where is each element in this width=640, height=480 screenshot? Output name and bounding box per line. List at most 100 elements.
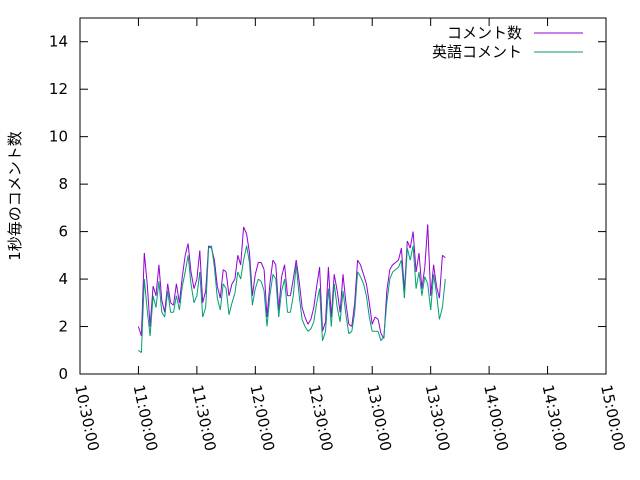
series-segment — [295, 260, 300, 282]
series-segment — [138, 349, 142, 353]
series-segment — [190, 271, 195, 289]
y-tick-label: 14 — [49, 33, 68, 51]
series-segment — [371, 316, 376, 325]
series-segment — [146, 309, 151, 337]
series-segment — [436, 293, 440, 320]
x-tick-label: 14:00:00 — [480, 383, 512, 453]
series-segment — [325, 267, 329, 322]
series-segment — [225, 288, 230, 315]
series-segment — [421, 267, 426, 289]
series-segment — [339, 274, 344, 313]
series-segment — [278, 290, 283, 318]
series-segment — [427, 283, 432, 310]
series-segment — [377, 319, 382, 334]
series-segment — [213, 267, 218, 299]
series-segment — [266, 283, 271, 318]
series-segment — [427, 224, 432, 296]
series-segment — [208, 245, 212, 249]
series-segment — [158, 281, 163, 313]
series-segment — [330, 283, 335, 327]
series-segment — [175, 283, 180, 303]
series-segment — [351, 312, 356, 332]
series-segment — [424, 224, 429, 268]
x-tick-label: 10:30:00 — [71, 383, 103, 453]
series-segment — [354, 271, 359, 313]
series-segment — [234, 271, 239, 294]
series-segment — [222, 283, 227, 289]
series-segment — [234, 255, 239, 280]
series-segment — [301, 307, 306, 318]
series-segment — [231, 293, 236, 303]
series-segment — [418, 271, 423, 296]
series-segment — [409, 245, 414, 261]
series-segment — [193, 295, 198, 303]
series-segment — [173, 283, 177, 306]
series-segment — [178, 276, 183, 303]
series-segment — [219, 269, 224, 299]
series-segment — [316, 267, 321, 287]
series-segment — [260, 281, 265, 292]
x-tick-label: 12:00:00 — [246, 383, 278, 453]
series-segment — [295, 264, 300, 296]
plot-area — [79, 17, 607, 375]
series-segment — [319, 288, 323, 341]
series-segment — [257, 278, 262, 282]
series-segment — [377, 331, 382, 341]
series-segment — [342, 274, 347, 303]
series-segment — [289, 295, 294, 313]
series-segment — [269, 274, 274, 296]
series-segment — [415, 271, 420, 289]
series-segment — [181, 271, 186, 287]
series-segment — [228, 283, 233, 296]
series-segment — [304, 316, 309, 325]
series-segment — [360, 276, 364, 284]
series-segment — [187, 255, 192, 284]
series-segment — [392, 262, 396, 266]
series-segment — [354, 260, 359, 303]
series-segment — [363, 283, 367, 296]
series-segment — [406, 248, 411, 261]
series-segment — [199, 271, 204, 318]
series-segment — [219, 283, 224, 310]
x-tick-label: 14:30:00 — [539, 383, 571, 453]
series-segment — [342, 290, 347, 315]
series-segment — [412, 231, 417, 272]
x-tick-label: 12:30:00 — [305, 383, 337, 453]
series-segment — [348, 330, 353, 335]
series-segment — [325, 288, 329, 332]
series-segment — [301, 319, 306, 327]
series-segment — [184, 255, 189, 272]
series-segment — [167, 283, 172, 303]
series-segment — [313, 302, 318, 322]
series-segment — [415, 252, 420, 272]
series-segment — [319, 267, 323, 332]
series-segment — [175, 295, 180, 311]
series-1 — [138, 245, 446, 353]
series-segment — [251, 274, 256, 296]
series-segment — [164, 290, 169, 318]
series-segment — [158, 264, 163, 301]
series-segment — [152, 295, 157, 308]
series-segment — [249, 252, 253, 296]
series-segment — [149, 295, 154, 337]
series-segment — [395, 266, 399, 270]
series-segment — [254, 262, 259, 275]
series-segment — [205, 248, 210, 308]
series-segment — [263, 290, 268, 327]
x-tick-label: 11:00:00 — [130, 383, 162, 453]
series-segment — [374, 316, 379, 320]
series-segment — [327, 288, 332, 327]
series-segment — [213, 260, 218, 287]
series-0 — [137, 224, 446, 339]
series-segment — [421, 276, 426, 296]
series-segment — [216, 297, 221, 311]
series-lines — [137, 224, 446, 353]
series-segment — [199, 250, 204, 303]
series-segment — [298, 281, 303, 308]
series-segment — [292, 264, 297, 296]
series-segment — [357, 271, 361, 277]
series-segment — [441, 279, 446, 308]
series-segment — [254, 278, 259, 289]
series-segment — [143, 279, 148, 310]
y-tick-label: 6 — [58, 223, 68, 241]
